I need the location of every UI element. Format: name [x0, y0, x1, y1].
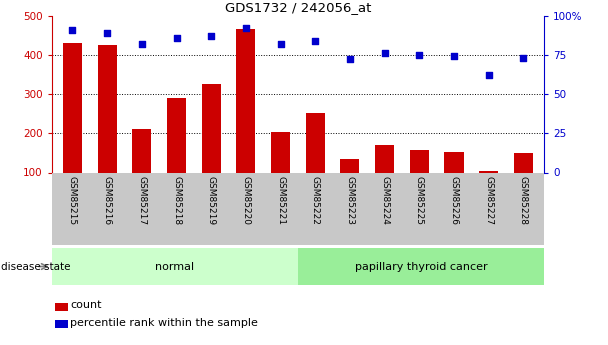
Point — [311, 38, 320, 43]
Point — [275, 41, 285, 47]
Bar — [52, 248, 298, 285]
Bar — [271, 132, 290, 172]
Bar — [202, 84, 221, 172]
Point — [171, 35, 181, 40]
Bar — [237, 29, 255, 172]
Text: GSM85216: GSM85216 — [103, 176, 112, 225]
Text: count: count — [70, 300, 102, 310]
Text: GSM85219: GSM85219 — [207, 176, 216, 225]
Text: GSM85222: GSM85222 — [311, 176, 320, 225]
Bar — [63, 43, 82, 172]
Point — [449, 53, 459, 59]
Text: GSM85220: GSM85220 — [241, 176, 250, 225]
Bar — [306, 113, 325, 172]
Point — [345, 57, 355, 62]
Text: papillary thyroid cancer: papillary thyroid cancer — [354, 262, 488, 272]
Point — [241, 25, 250, 31]
Point — [519, 55, 528, 61]
Bar — [298, 248, 544, 285]
Point — [206, 33, 216, 39]
Text: GSM85226: GSM85226 — [449, 176, 458, 225]
Bar — [514, 153, 533, 172]
Text: GSM85217: GSM85217 — [137, 176, 147, 225]
Text: GSM85227: GSM85227 — [484, 176, 493, 225]
Text: disease state: disease state — [1, 262, 71, 272]
Bar — [98, 45, 117, 172]
Point — [137, 41, 147, 47]
Text: GSM85223: GSM85223 — [345, 176, 354, 225]
Bar — [410, 150, 429, 172]
Point — [415, 52, 424, 58]
Text: GSM85228: GSM85228 — [519, 176, 528, 225]
Point — [380, 50, 390, 56]
Bar — [375, 145, 394, 172]
Title: GDS1732 / 242056_at: GDS1732 / 242056_at — [225, 1, 371, 14]
Point — [484, 72, 494, 78]
Text: GSM85218: GSM85218 — [172, 176, 181, 225]
Text: GSM85225: GSM85225 — [415, 176, 424, 225]
Bar — [167, 98, 186, 172]
Bar — [340, 159, 359, 172]
Text: GSM85224: GSM85224 — [380, 176, 389, 225]
Bar — [133, 129, 151, 172]
Text: GSM85215: GSM85215 — [68, 176, 77, 225]
Point — [102, 30, 112, 36]
Bar — [479, 171, 498, 172]
Text: percentile rank within the sample: percentile rank within the sample — [70, 318, 258, 327]
Bar — [444, 152, 463, 172]
Text: normal: normal — [155, 262, 195, 272]
Point — [67, 27, 77, 32]
Text: GSM85221: GSM85221 — [276, 176, 285, 225]
